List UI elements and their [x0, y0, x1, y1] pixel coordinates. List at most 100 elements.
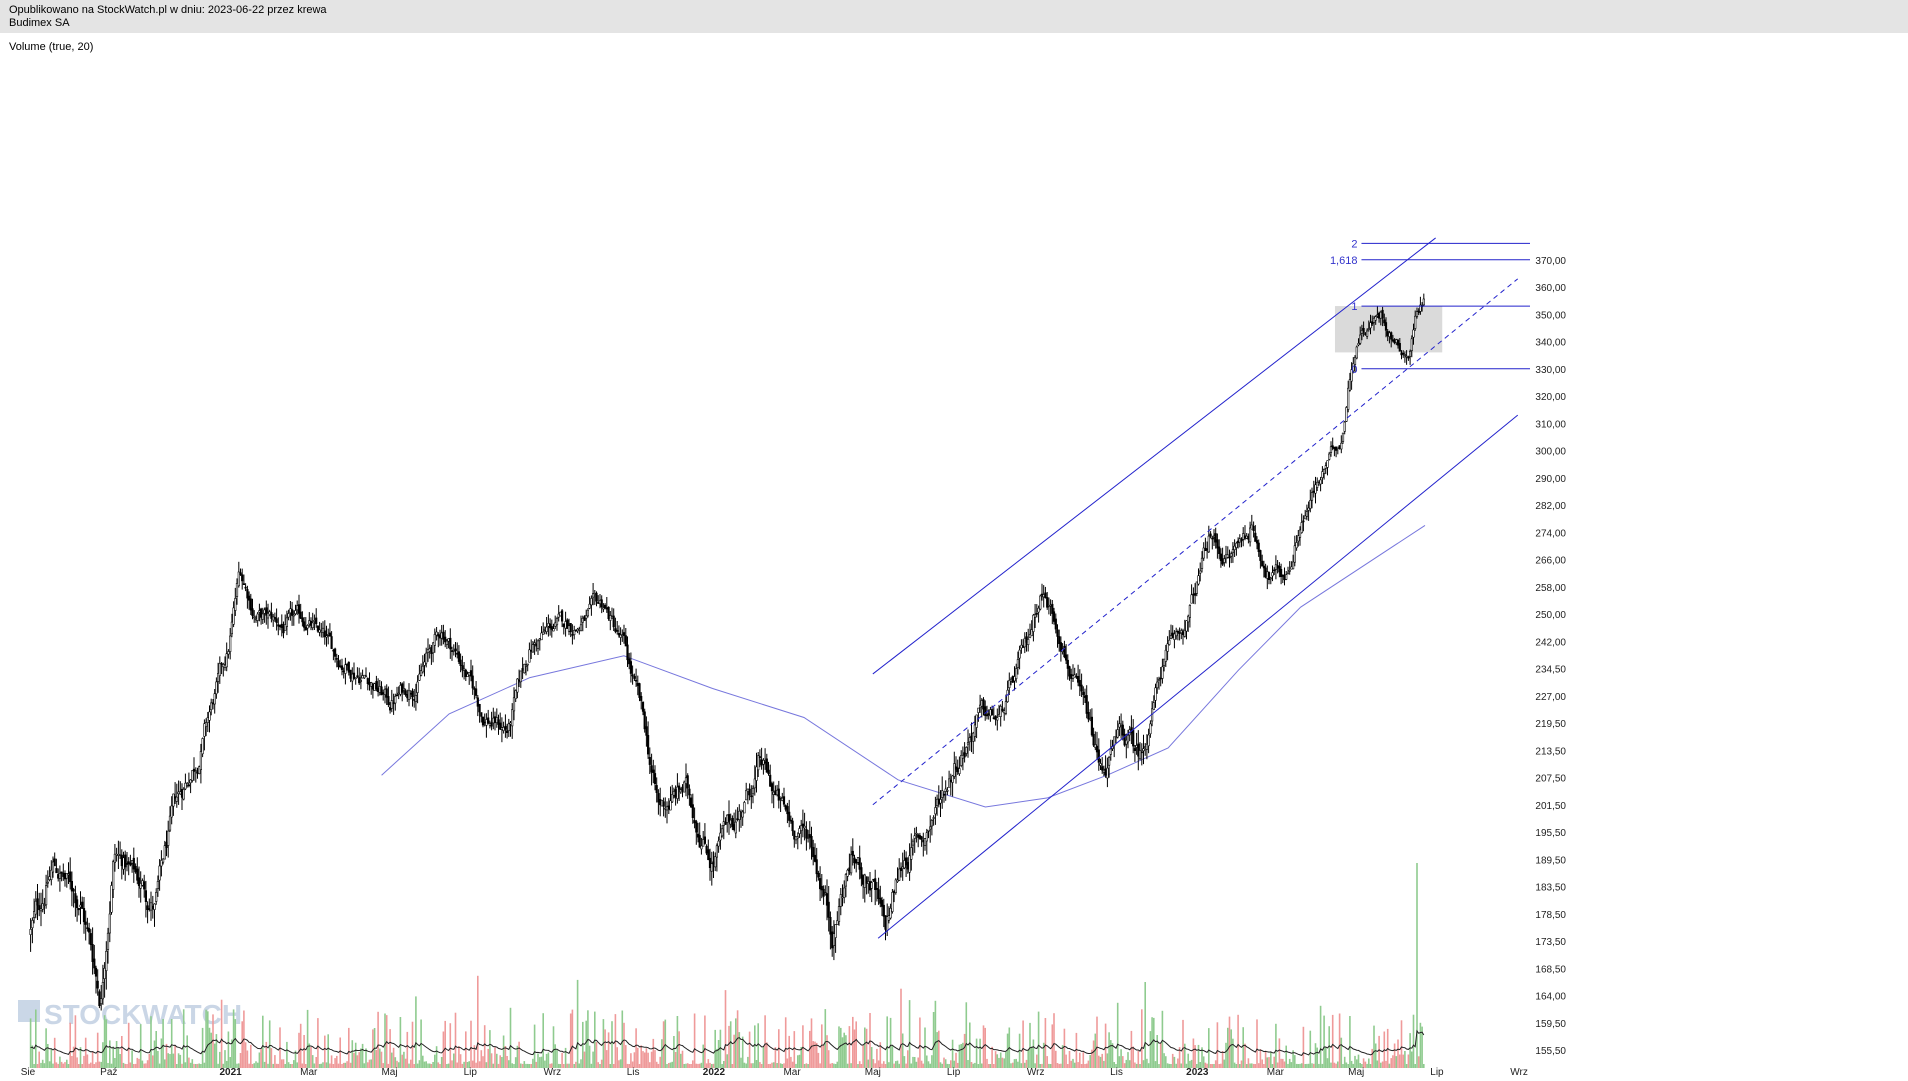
- candle-body: [170, 805, 173, 818]
- candle-body: [801, 823, 804, 827]
- candle-body: [875, 887, 878, 890]
- candle-body: [818, 878, 822, 890]
- fib-zone-layer: [1334, 306, 1443, 353]
- candle-body: [196, 771, 199, 774]
- volume-bar: [795, 1063, 797, 1068]
- volume-bar: [361, 1043, 364, 1068]
- candle-body: [155, 892, 158, 902]
- candle-body: [1176, 630, 1179, 633]
- volume-bar: [659, 1056, 661, 1068]
- candle-body: [1054, 618, 1057, 630]
- candle-body: [79, 904, 82, 908]
- candle-body: [268, 611, 271, 615]
- volume-bar: [406, 1031, 409, 1068]
- candle-body: [1290, 566, 1293, 570]
- volume-bar: [253, 1063, 255, 1068]
- volume-bar: [526, 1063, 529, 1068]
- volume-bar: [372, 1029, 374, 1068]
- candle-body: [1267, 572, 1271, 581]
- volume-bar: [1280, 1058, 1282, 1068]
- candle-body: [1378, 312, 1381, 319]
- candle-body: [657, 793, 660, 803]
- candle-body: [1009, 678, 1013, 682]
- volume-bar: [148, 1053, 151, 1068]
- volume-bar: [1096, 1016, 1098, 1068]
- candle-body: [1219, 553, 1222, 562]
- candle-body: [273, 617, 277, 619]
- candle-body: [1188, 605, 1191, 618]
- candle-body: [110, 885, 113, 913]
- candle-body: [232, 607, 235, 625]
- candle-body: [1414, 315, 1417, 329]
- candle-body: [597, 602, 600, 604]
- candle-body: [1037, 607, 1040, 613]
- volume-bar: [489, 1030, 491, 1068]
- candle-body: [880, 899, 884, 907]
- candle-body: [456, 652, 459, 655]
- volume-bar: [588, 1045, 591, 1068]
- volume-bar: [850, 1063, 852, 1068]
- volume-bar: [707, 1059, 710, 1068]
- candle-body: [882, 904, 885, 917]
- volume-bar: [250, 1044, 252, 1068]
- volume-bar: [1149, 1031, 1152, 1068]
- candle-body: [994, 715, 997, 720]
- candle-body: [867, 881, 870, 885]
- volume-bar: [951, 1039, 954, 1068]
- volume-bar: [1295, 1063, 1298, 1068]
- candle-body: [504, 725, 507, 730]
- volume-bar: [1373, 1025, 1375, 1068]
- candle-body: [187, 784, 191, 787]
- volume-bar: [1034, 1063, 1036, 1068]
- volume-bar: [607, 1032, 610, 1068]
- volume-bar: [1338, 1013, 1341, 1068]
- volume-bar: [451, 1060, 453, 1068]
- volume-bar: [1213, 1064, 1215, 1068]
- x-tick-label: Wrz: [1027, 1067, 1045, 1078]
- candle-body: [1154, 687, 1157, 701]
- candle-body: [653, 773, 657, 785]
- volume-bar: [1275, 1023, 1277, 1068]
- candle-body: [1021, 645, 1025, 648]
- candle-body: [347, 661, 350, 673]
- volume-bar: [528, 1064, 531, 1068]
- volume-bar: [1283, 1061, 1286, 1068]
- volume-bar: [1378, 1035, 1380, 1068]
- volume-bar: [535, 1061, 538, 1068]
- candle-body: [947, 778, 951, 788]
- volume-bar: [1020, 1063, 1023, 1068]
- candle-body: [660, 799, 663, 807]
- volume-bar: [143, 1063, 145, 1068]
- volume-bar: [490, 1053, 493, 1068]
- candle-body: [514, 690, 517, 699]
- candle-body: [559, 611, 562, 617]
- volume-bar: [152, 1055, 154, 1068]
- candle-body: [960, 754, 963, 766]
- candle-body: [1274, 564, 1277, 570]
- candle-body: [1056, 629, 1059, 637]
- volume-bar: [872, 1059, 875, 1068]
- volume-bar: [1079, 1052, 1081, 1068]
- candle-body: [148, 908, 151, 910]
- volume-bar: [797, 1055, 799, 1068]
- volume-bar: [1159, 1043, 1162, 1068]
- candle-body: [861, 875, 865, 885]
- volume-bar: [766, 1042, 768, 1068]
- volume-bar: [1299, 1063, 1301, 1068]
- volume-bar: [1158, 1064, 1160, 1068]
- y-tick-label: 282,00: [1535, 501, 1566, 512]
- candle-body: [526, 663, 529, 666]
- candle-body: [449, 637, 452, 650]
- volume-bar: [1270, 1052, 1272, 1068]
- candle-body: [980, 700, 983, 707]
- candle-body: [106, 932, 110, 950]
- volume-bar: [492, 1063, 495, 1068]
- candle-body: [1319, 479, 1322, 485]
- volume-bar: [877, 1060, 880, 1068]
- volume-bar: [542, 1013, 544, 1068]
- volume-bar: [52, 1063, 54, 1068]
- candle-body: [626, 644, 629, 661]
- volume-bar: [220, 999, 223, 1068]
- candle-body: [352, 672, 356, 679]
- volume-bar: [733, 1034, 735, 1068]
